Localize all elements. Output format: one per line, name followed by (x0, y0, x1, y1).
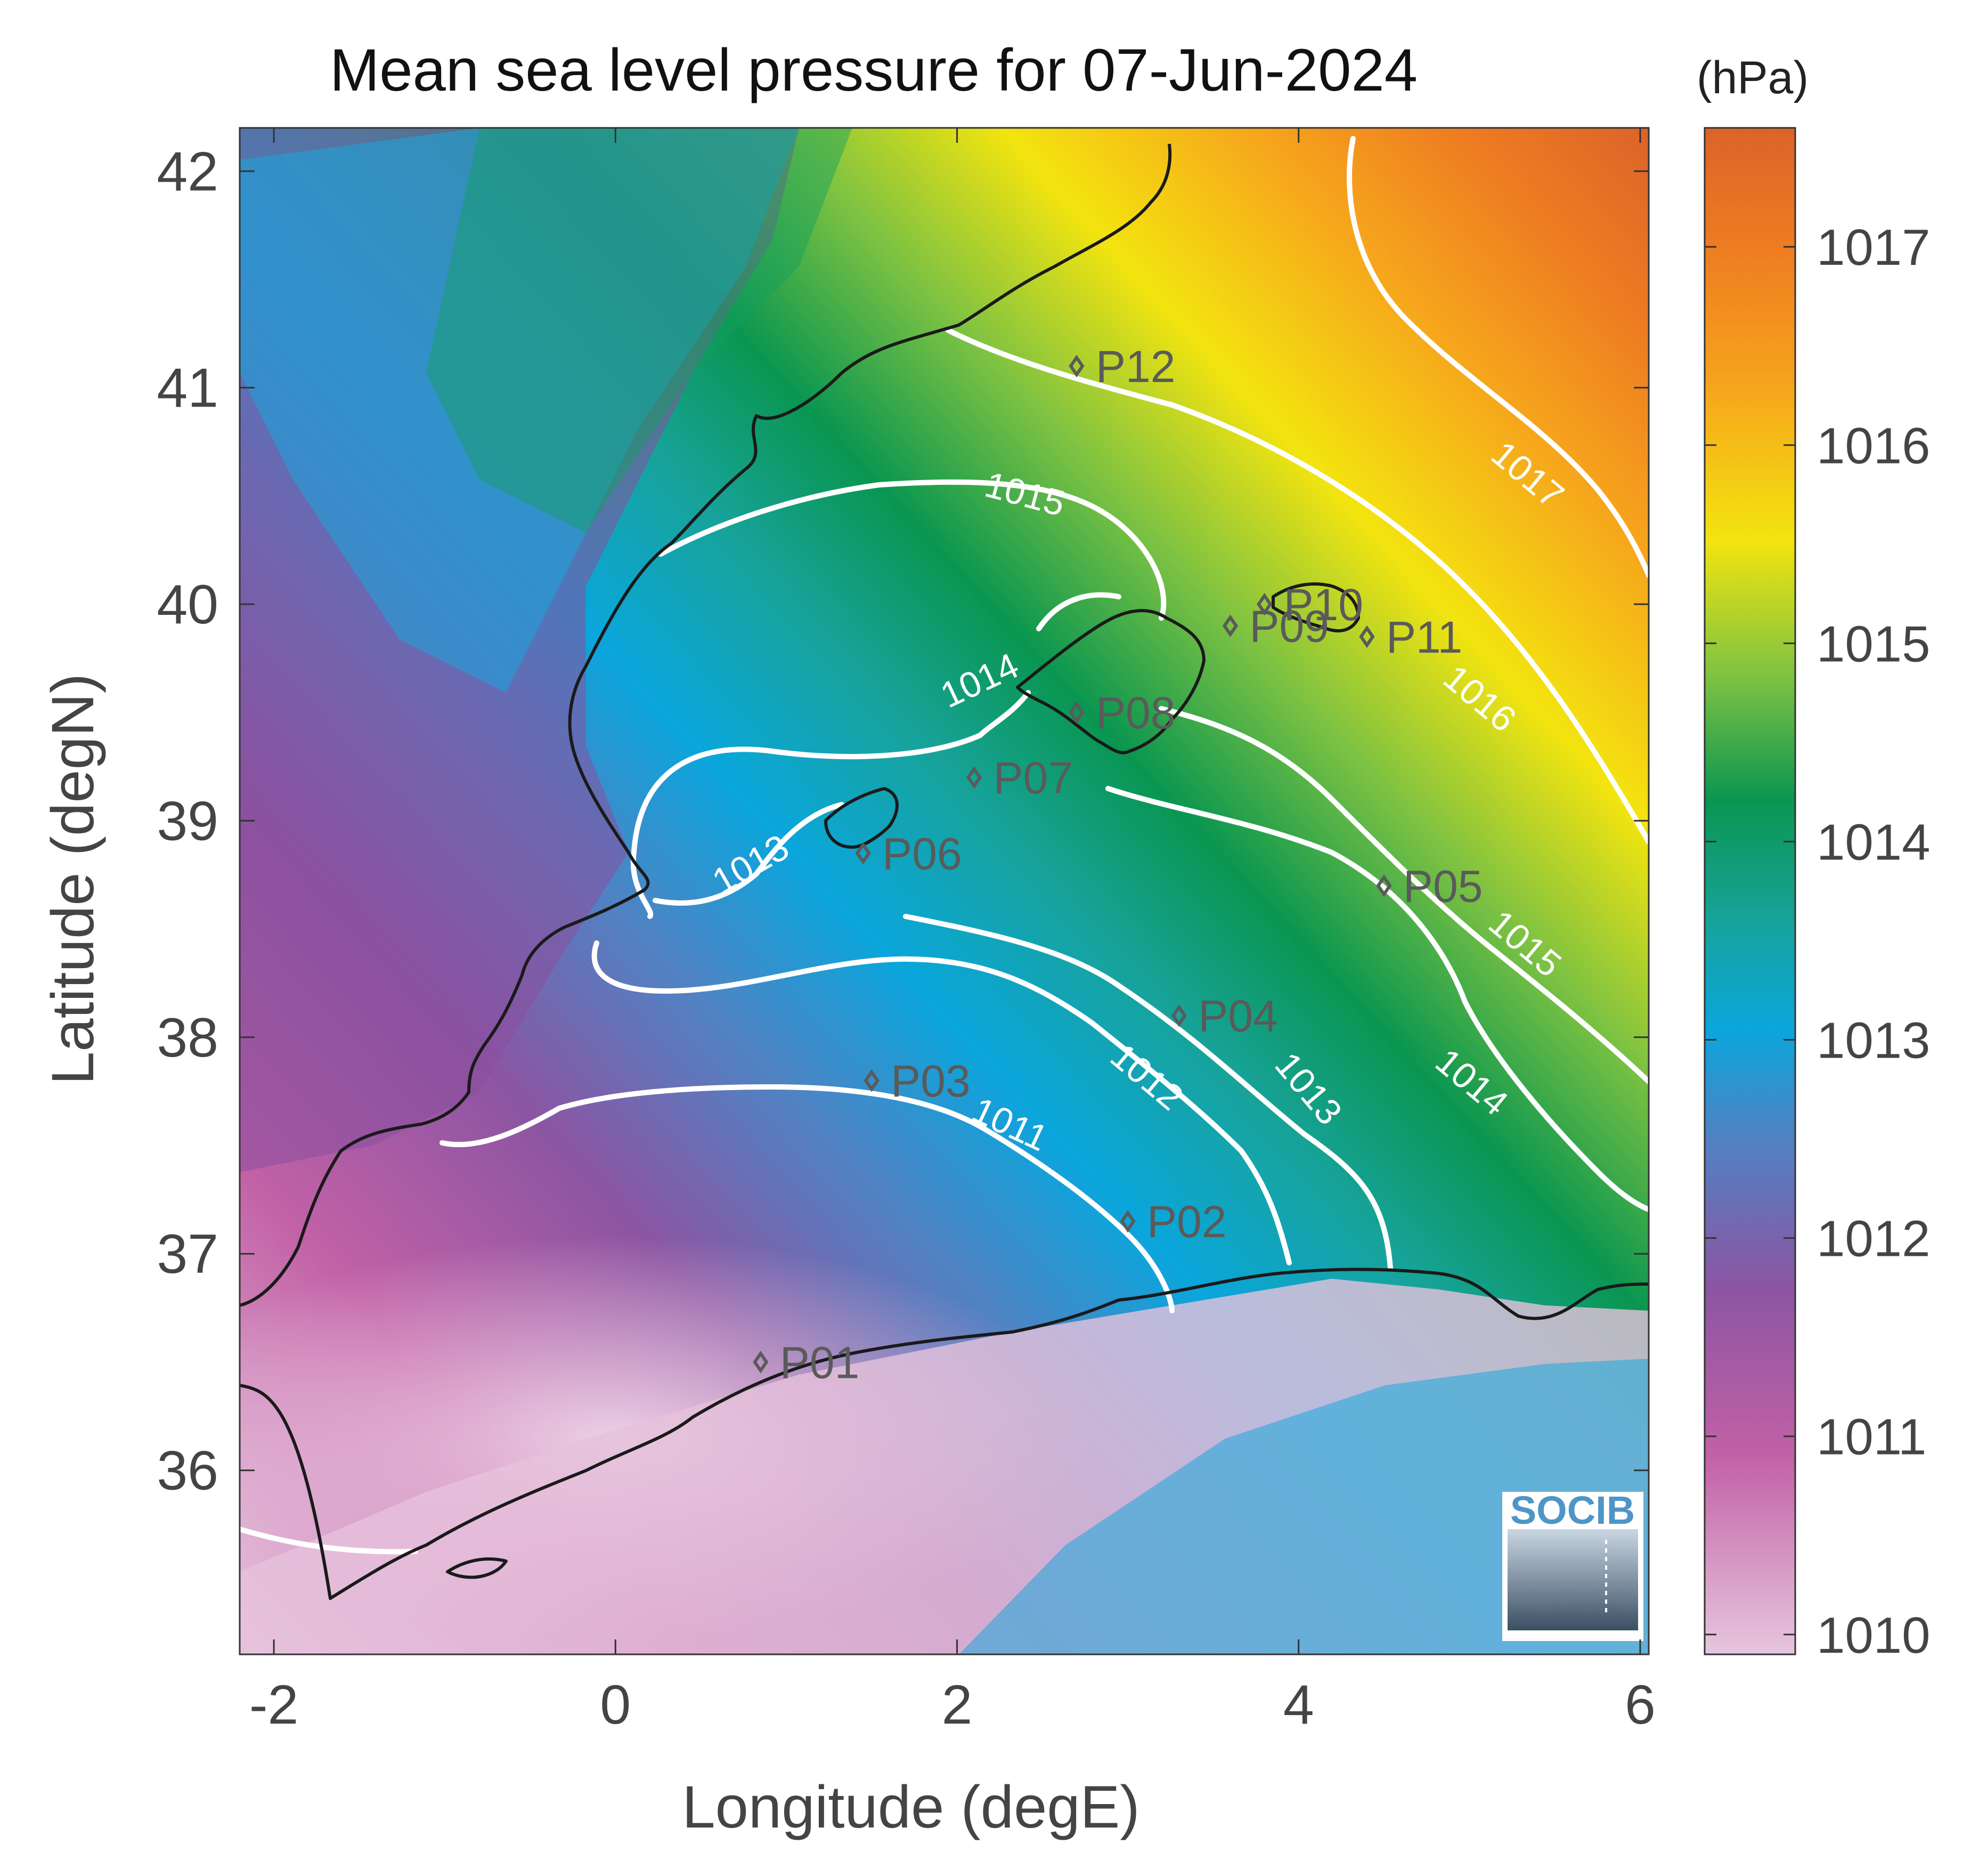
y-tick-label: 40 (157, 574, 218, 636)
coastlines (240, 143, 1649, 1600)
colorbar-gradient (1704, 127, 1796, 1655)
y-tick-label: 39 (157, 790, 218, 852)
contour-1013 (653, 802, 844, 906)
station-label: P07 (994, 753, 1073, 803)
colorbar-tick-label: 1011 (1817, 1409, 1926, 1466)
contour-1013-east (903, 914, 1393, 1271)
colorbar-ticks: 1017 1016 1015 1014 1013 1012 1011 1010 (1705, 219, 1931, 1664)
station-marker (1171, 1004, 1187, 1027)
station-marker (966, 766, 982, 789)
station-label: P11 (1386, 612, 1462, 662)
station-label: P04 (1198, 991, 1277, 1041)
iberia-blue-texture (240, 128, 799, 693)
station-marker (1359, 625, 1375, 648)
station-marker (855, 842, 871, 865)
station-marker (1222, 614, 1239, 637)
station-marker (1069, 354, 1085, 378)
station-label: P10 (1284, 580, 1363, 630)
iberian-coastline (240, 143, 1172, 1307)
colorbar-tick-label: 1015 (1817, 615, 1931, 672)
iberia-green-texture (426, 128, 852, 533)
colorbar-tick-label: 1016 (1817, 417, 1931, 474)
colorbar: 1017 1016 1015 1014 1013 1012 1011 1010 (hPa) (1697, 52, 1931, 1664)
contour-1016 (946, 328, 1649, 844)
x-tick-label: 0 (600, 1674, 631, 1736)
y-tick-label: 37 (157, 1223, 218, 1285)
colorbar-unit: (hPa) (1697, 52, 1809, 103)
x-axis-label: Longitude (degE) (682, 1774, 1139, 1840)
station-marker (1069, 701, 1085, 724)
alboran-island (446, 1557, 508, 1579)
station-label: P02 (1147, 1197, 1226, 1247)
y-axis-label: Latitude (degN) (39, 673, 106, 1085)
y-tick-label: 38 (157, 1007, 218, 1069)
contour-1015-north (658, 479, 1167, 621)
mallorca-coastline (1016, 609, 1206, 754)
x-tick-label: -2 (249, 1674, 298, 1736)
station-marker (1376, 874, 1392, 897)
chart-title: Mean sea level pressure for 07-Jun-2024 (330, 37, 1418, 103)
contour-1015-south (1159, 706, 1649, 1084)
ibiza-coastline (824, 787, 899, 849)
contour-1017 (1347, 136, 1649, 578)
station-marker (753, 1351, 769, 1374)
axis-ticks (240, 128, 1649, 1654)
x-tick-label: 4 (1283, 1674, 1314, 1736)
socib-logo: SOCIB (1502, 1488, 1643, 1641)
station-label: P01 (780, 1337, 859, 1387)
station-label: P06 (882, 829, 962, 879)
station-marker (1120, 1209, 1136, 1233)
y-tick-label: 36 (157, 1440, 218, 1502)
contour-1012 (591, 940, 1292, 1265)
plot-frame (239, 127, 1650, 1655)
african-coastline (240, 1268, 1649, 1600)
station-label: P03 (891, 1056, 970, 1106)
africa-blue-texture (959, 1359, 1649, 1654)
station-label: P05 (1403, 861, 1483, 911)
menorca-coastline (1272, 582, 1360, 632)
colorbar-tick-label: 1012 (1817, 1211, 1931, 1268)
colorbar-tick-label: 1017 (1817, 219, 1931, 276)
station-marker (864, 1069, 880, 1092)
contour-1014-east (1105, 786, 1649, 1212)
y-tick-label: 42 (157, 141, 218, 202)
logo-text: SOCIB (1510, 1488, 1635, 1532)
x-tick-label: 6 (1625, 1674, 1656, 1736)
y-tick-label: 41 (157, 358, 218, 419)
station-label: P08 (1096, 688, 1175, 738)
contour-1014-north (1036, 592, 1121, 631)
colorbar-tick-label: 1010 (1817, 1607, 1931, 1664)
colorbar-tick-label: 1013 (1817, 1012, 1931, 1069)
contour-1011 (439, 1084, 1175, 1313)
station-marker (1256, 592, 1273, 616)
colorbar-tick-label: 1014 (1817, 814, 1931, 871)
station-label: P12 (1096, 342, 1175, 392)
logo-sea-icon (1508, 1529, 1638, 1630)
contour-1014-south (630, 690, 1031, 919)
x-tick-label: 2 (942, 1674, 973, 1736)
